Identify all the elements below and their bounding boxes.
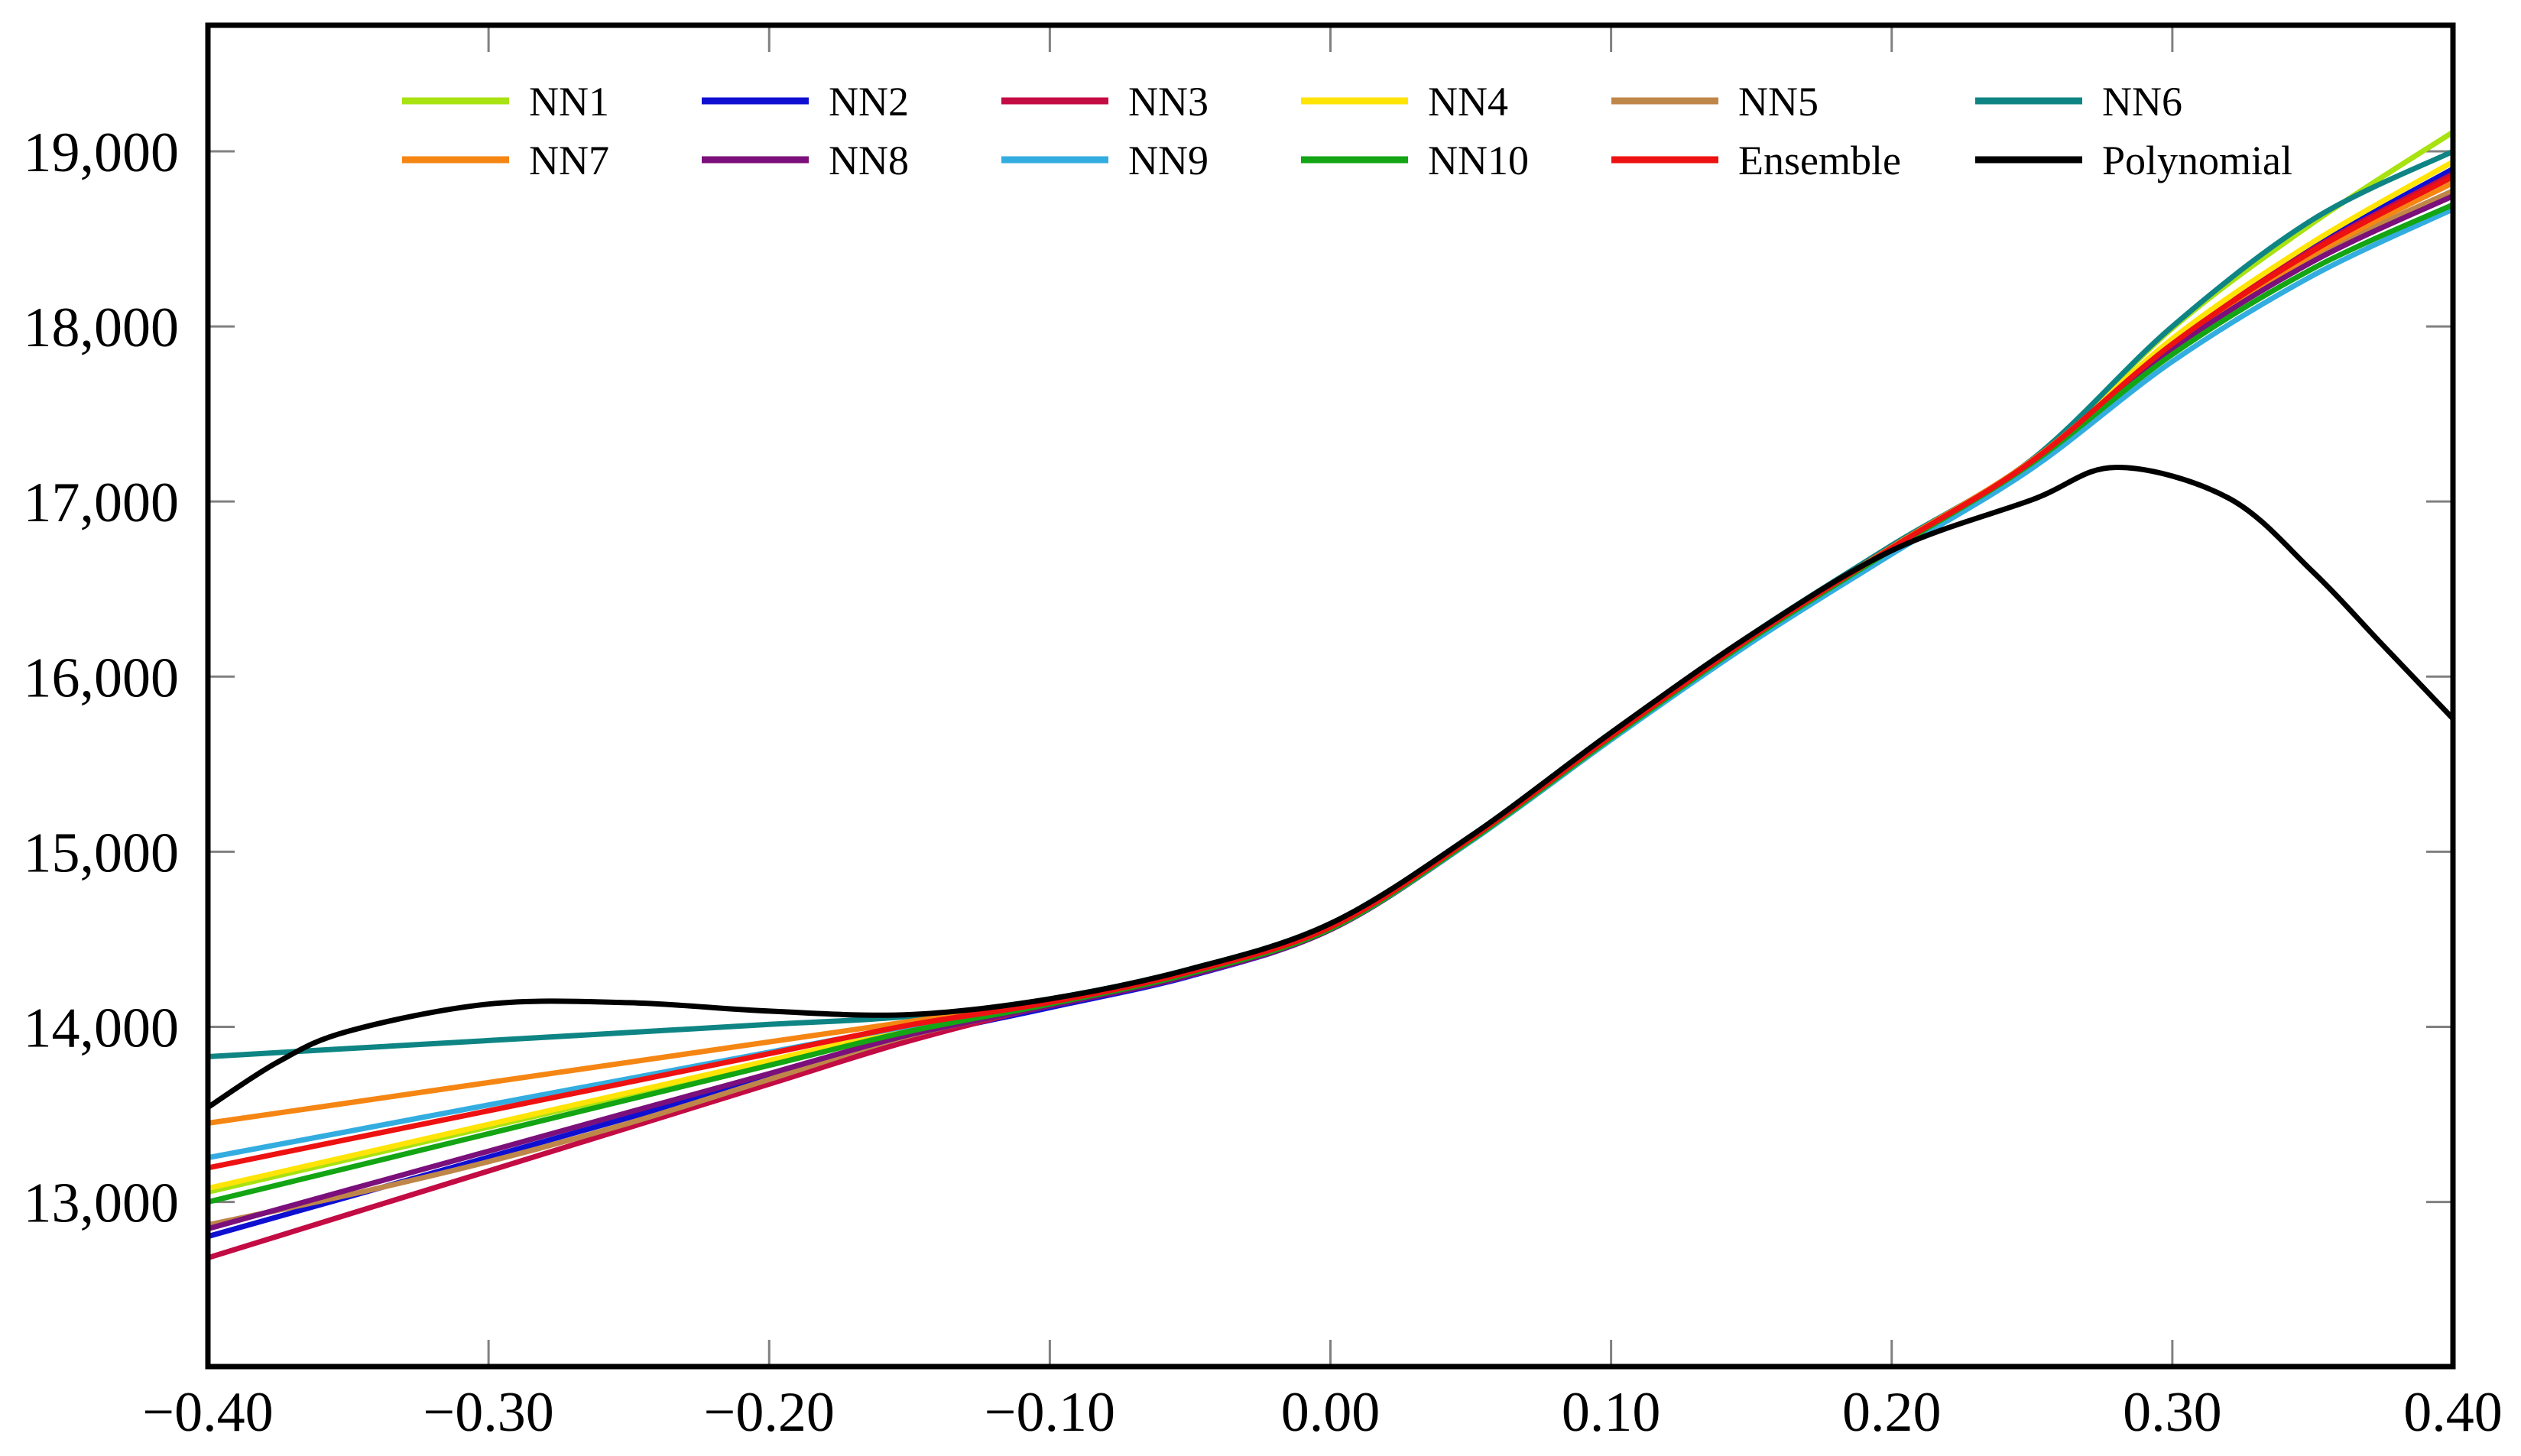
y-tick-label: 18,000	[24, 297, 180, 359]
legend-label-nn6: NN6	[2102, 79, 2182, 125]
legend-label-nn10: NN10	[1428, 138, 1529, 183]
y-tick-label: 15,000	[24, 822, 180, 884]
x-tick-label: 0.30	[2123, 1381, 2222, 1444]
series-line-polynomial	[206, 464, 2455, 1110]
x-tick-label: 0.00	[1281, 1381, 1381, 1444]
x-tick-label: −0.10	[985, 1381, 1115, 1444]
legend-label-nn9: NN9	[1128, 138, 1209, 183]
y-tick-label: 17,000	[24, 472, 180, 534]
y-tick-label: 19,000	[24, 122, 180, 184]
legend-label-nn5: NN5	[1738, 79, 1819, 125]
plot-frame	[205, 22, 2456, 1370]
legend-label-nn2: NN2	[829, 79, 909, 125]
x-tick-label: −0.20	[704, 1381, 835, 1444]
legend-label-nn1: NN1	[529, 79, 609, 125]
y-tick-label: 16,000	[24, 647, 180, 709]
legend-label-nn3: NN3	[1128, 79, 1209, 125]
legend-label-nn8: NN8	[829, 138, 909, 183]
legend-label-polynomial: Polynomial	[2102, 138, 2292, 183]
x-tick-label: 0.20	[1842, 1381, 1942, 1444]
x-tick-label: −0.40	[142, 1381, 273, 1444]
y-tick-label: 14,000	[24, 997, 180, 1060]
legend-label-nn7: NN7	[529, 138, 609, 183]
series-line-ensemble	[207, 174, 2454, 1171]
y-tick-label: 13,000	[24, 1172, 180, 1235]
x-tick-label: 0.40	[2403, 1381, 2503, 1444]
x-tick-label: −0.30	[423, 1381, 554, 1444]
legend-label-ensemble: Ensemble	[1738, 138, 1901, 183]
legend-label-nn4: NN4	[1428, 79, 1508, 125]
x-tick-label: 0.10	[1562, 1381, 1661, 1444]
